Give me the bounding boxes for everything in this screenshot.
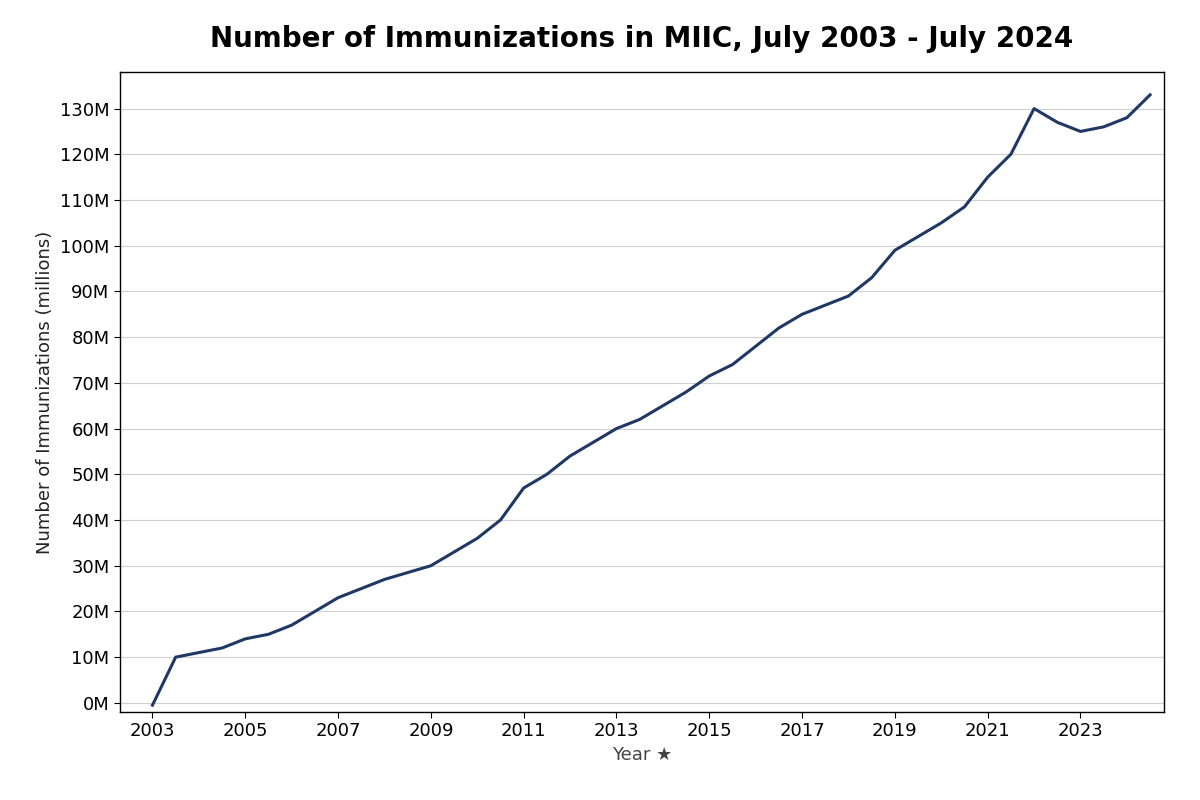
Title: Number of Immunizations in MIIC, July 2003 - July 2024: Number of Immunizations in MIIC, July 20… [210, 25, 1074, 53]
Y-axis label: Number of Immunizations (millions): Number of Immunizations (millions) [36, 230, 54, 554]
X-axis label: Year ★: Year ★ [612, 746, 672, 764]
